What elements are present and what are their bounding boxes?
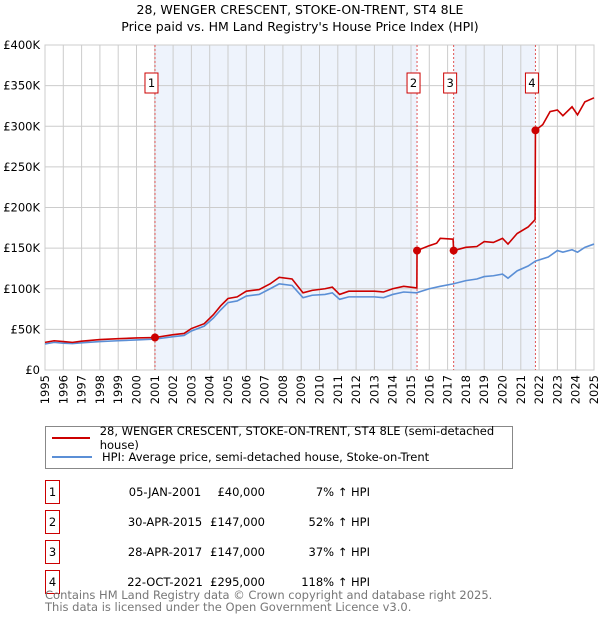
footer: Contains HM Land Registry data © Crown c… (45, 589, 492, 613)
legend: 28, WENGER CRESCENT, STOKE-ON-TRENT, ST4… (45, 424, 513, 469)
x-tick-label: 2009 (294, 375, 308, 404)
sale-marker-label: 1 (148, 76, 155, 90)
legend-item-property: 28, WENGER CRESCENT, STOKE-ON-TRENT, ST4… (52, 424, 512, 452)
sale-point (413, 246, 422, 255)
legend-label-property: 28, WENGER CRESCENT, STOKE-ON-TRENT, ST4… (99, 424, 495, 452)
x-tick-label: 2018 (459, 375, 473, 404)
y-tick-label: £350K (3, 79, 40, 93)
legend-item-hpi: HPI: Average price, semi-detached house,… (52, 448, 429, 466)
x-tick-label: 2000 (130, 375, 144, 404)
sale-price: £147,000 (210, 545, 265, 559)
transaction-row: 2 30-APR-2015 £147,000 52% ↑ HPI (45, 510, 445, 534)
property-price-line (44, 97, 595, 344)
x-tick-label: 2020 (496, 375, 510, 404)
sale-marker-label: 3 (446, 76, 453, 90)
transaction-row: 1 05-JAN-2001 £40,000 7% ↑ HPI (45, 480, 445, 504)
sale-marker-label: 4 (528, 76, 535, 90)
y-tick-label: £50K (11, 322, 41, 336)
x-tick-label: 2025 (587, 375, 600, 404)
x-tick-label: 2017 (441, 375, 455, 404)
y-tick-label: £200K (3, 201, 40, 215)
sale-price: £147,000 (210, 515, 265, 529)
sale-point (449, 246, 458, 255)
sale-hpi-change: 118% ↑ HPI (301, 575, 370, 589)
sale-marker-box (443, 72, 458, 94)
sale-marker-box (144, 72, 159, 94)
x-tick-label: 1996 (56, 375, 70, 404)
x-tick-label: 2015 (404, 375, 418, 404)
sale-date: 05-JAN-2001 (128, 485, 202, 499)
legend-swatch-hpi (52, 456, 92, 458)
footer-copyright: Contains HM Land Registry data © Crown c… (45, 588, 493, 602)
hpi-line (44, 243, 595, 345)
sale-price: £40,000 (217, 485, 265, 499)
transaction-row: 4 22-OCT-2021 £295,000 118% ↑ HPI (45, 570, 445, 594)
sale-date: 30-APR-2015 (127, 515, 203, 529)
legend-label-hpi: HPI: Average price, semi-detached house,… (102, 450, 430, 464)
sale-price: £295,000 (210, 575, 265, 589)
x-tick-label: 2019 (477, 375, 491, 404)
transaction-row: 3 28-APR-2017 £147,000 37% ↑ HPI (45, 540, 445, 564)
x-tick-label: 1995 (38, 375, 52, 404)
sale-marker-badge: 3 (45, 540, 60, 564)
x-tick-label: 2021 (514, 375, 528, 404)
sale-point (150, 333, 159, 342)
x-tick-label: 2016 (422, 375, 436, 404)
sale-marker-badge: 1 (45, 480, 60, 504)
x-tick-label: 1999 (111, 375, 125, 404)
x-tick-label: 2024 (569, 375, 583, 404)
sale-marker-box (524, 72, 539, 94)
y-tick-label: £100K (3, 282, 40, 296)
plot-area-border (44, 44, 595, 371)
x-tick-label: 2023 (550, 375, 564, 404)
x-tick-label: 2001 (148, 375, 162, 404)
sale-hpi-change: 37% ↑ HPI (308, 545, 370, 559)
x-tick-label: 2022 (532, 375, 546, 404)
x-tick-label: 2004 (203, 375, 217, 404)
chart-subtitle: Price paid vs. HM Land Registry's House … (121, 19, 479, 34)
x-tick-label: 2011 (331, 375, 345, 404)
x-tick-label: 2005 (221, 375, 235, 404)
x-tick-label: 2012 (349, 375, 363, 404)
x-tick-label: 2003 (184, 375, 198, 404)
footer-licence: This data is licensed under the Open Gov… (45, 600, 412, 614)
sale-marker-badge: 4 (45, 570, 60, 594)
sale-date: 28-APR-2017 (127, 545, 203, 559)
sale-marker-box (406, 72, 421, 94)
sale-point (531, 126, 540, 135)
y-tick-label: £0 (25, 363, 40, 377)
price-chart: 1995 1996 1997 1998 1999 2000 2001 2002 2003 2004… (3, 38, 600, 404)
x-tick-label: 2002 (166, 375, 180, 404)
x-tick-label: 2014 (386, 375, 400, 404)
sale-marker-badge: 2 (45, 510, 60, 534)
x-tick-label: 2008 (276, 375, 290, 404)
x-tick-label: 1997 (75, 375, 89, 404)
y-tick-label: £150K (3, 241, 40, 255)
x-tick-label: 1998 (93, 375, 107, 404)
sale-date: 22-OCT-2021 (127, 575, 203, 589)
y-tick-label: £400K (3, 38, 40, 52)
sale-hpi-change: 7% ↑ HPI (315, 485, 370, 499)
sale-marker-label: 2 (410, 76, 417, 90)
sale-hpi-change: 52% ↑ HPI (308, 515, 370, 529)
x-tick-label: 2010 (313, 375, 327, 404)
chart-title: 28, WENGER CRESCENT, STOKE-ON-TRENT, ST4… (136, 2, 464, 17)
legend-swatch-property (52, 437, 90, 439)
x-tick-label: 2013 (367, 375, 381, 404)
y-tick-label: £250K (3, 160, 40, 174)
y-tick-label: £300K (3, 119, 40, 133)
x-tick-label: 2006 (239, 375, 253, 404)
x-tick-label: 2007 (258, 375, 272, 404)
